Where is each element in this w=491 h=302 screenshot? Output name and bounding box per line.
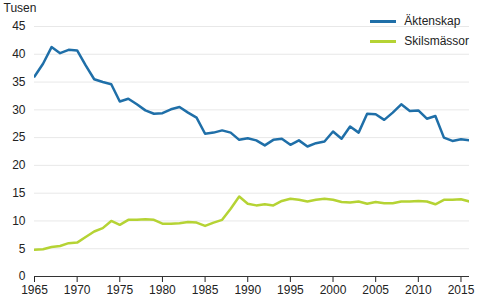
svg-text:45: 45	[12, 19, 26, 33]
svg-text:1975: 1975	[106, 283, 133, 297]
svg-text:1985: 1985	[192, 283, 219, 297]
svg-text:35: 35	[12, 75, 26, 89]
svg-text:0: 0	[19, 269, 26, 283]
svg-text:10: 10	[12, 214, 26, 228]
svg-text:5: 5	[19, 242, 26, 256]
svg-text:40: 40	[12, 47, 26, 61]
svg-text:1970: 1970	[64, 283, 91, 297]
svg-text:15: 15	[12, 186, 26, 200]
svg-text:2010: 2010	[405, 283, 432, 297]
svg-text:30: 30	[12, 103, 26, 117]
svg-text:1995: 1995	[277, 283, 304, 297]
html-text:Äktenskap: Äktenskap	[404, 14, 461, 28]
svg-text:25: 25	[12, 130, 26, 144]
svg-text:2015: 2015	[448, 283, 475, 297]
svg-text:Tusen: Tusen	[4, 1, 37, 15]
html-text:Skilsmässor: Skilsmässor	[404, 34, 469, 48]
svg-text:1965: 1965	[21, 283, 48, 297]
svg-text:1990: 1990	[234, 283, 261, 297]
svg-text:1980: 1980	[149, 283, 176, 297]
svg-text:2000: 2000	[320, 283, 347, 297]
svg-text:2005: 2005	[362, 283, 389, 297]
svg-text:20: 20	[12, 158, 26, 172]
